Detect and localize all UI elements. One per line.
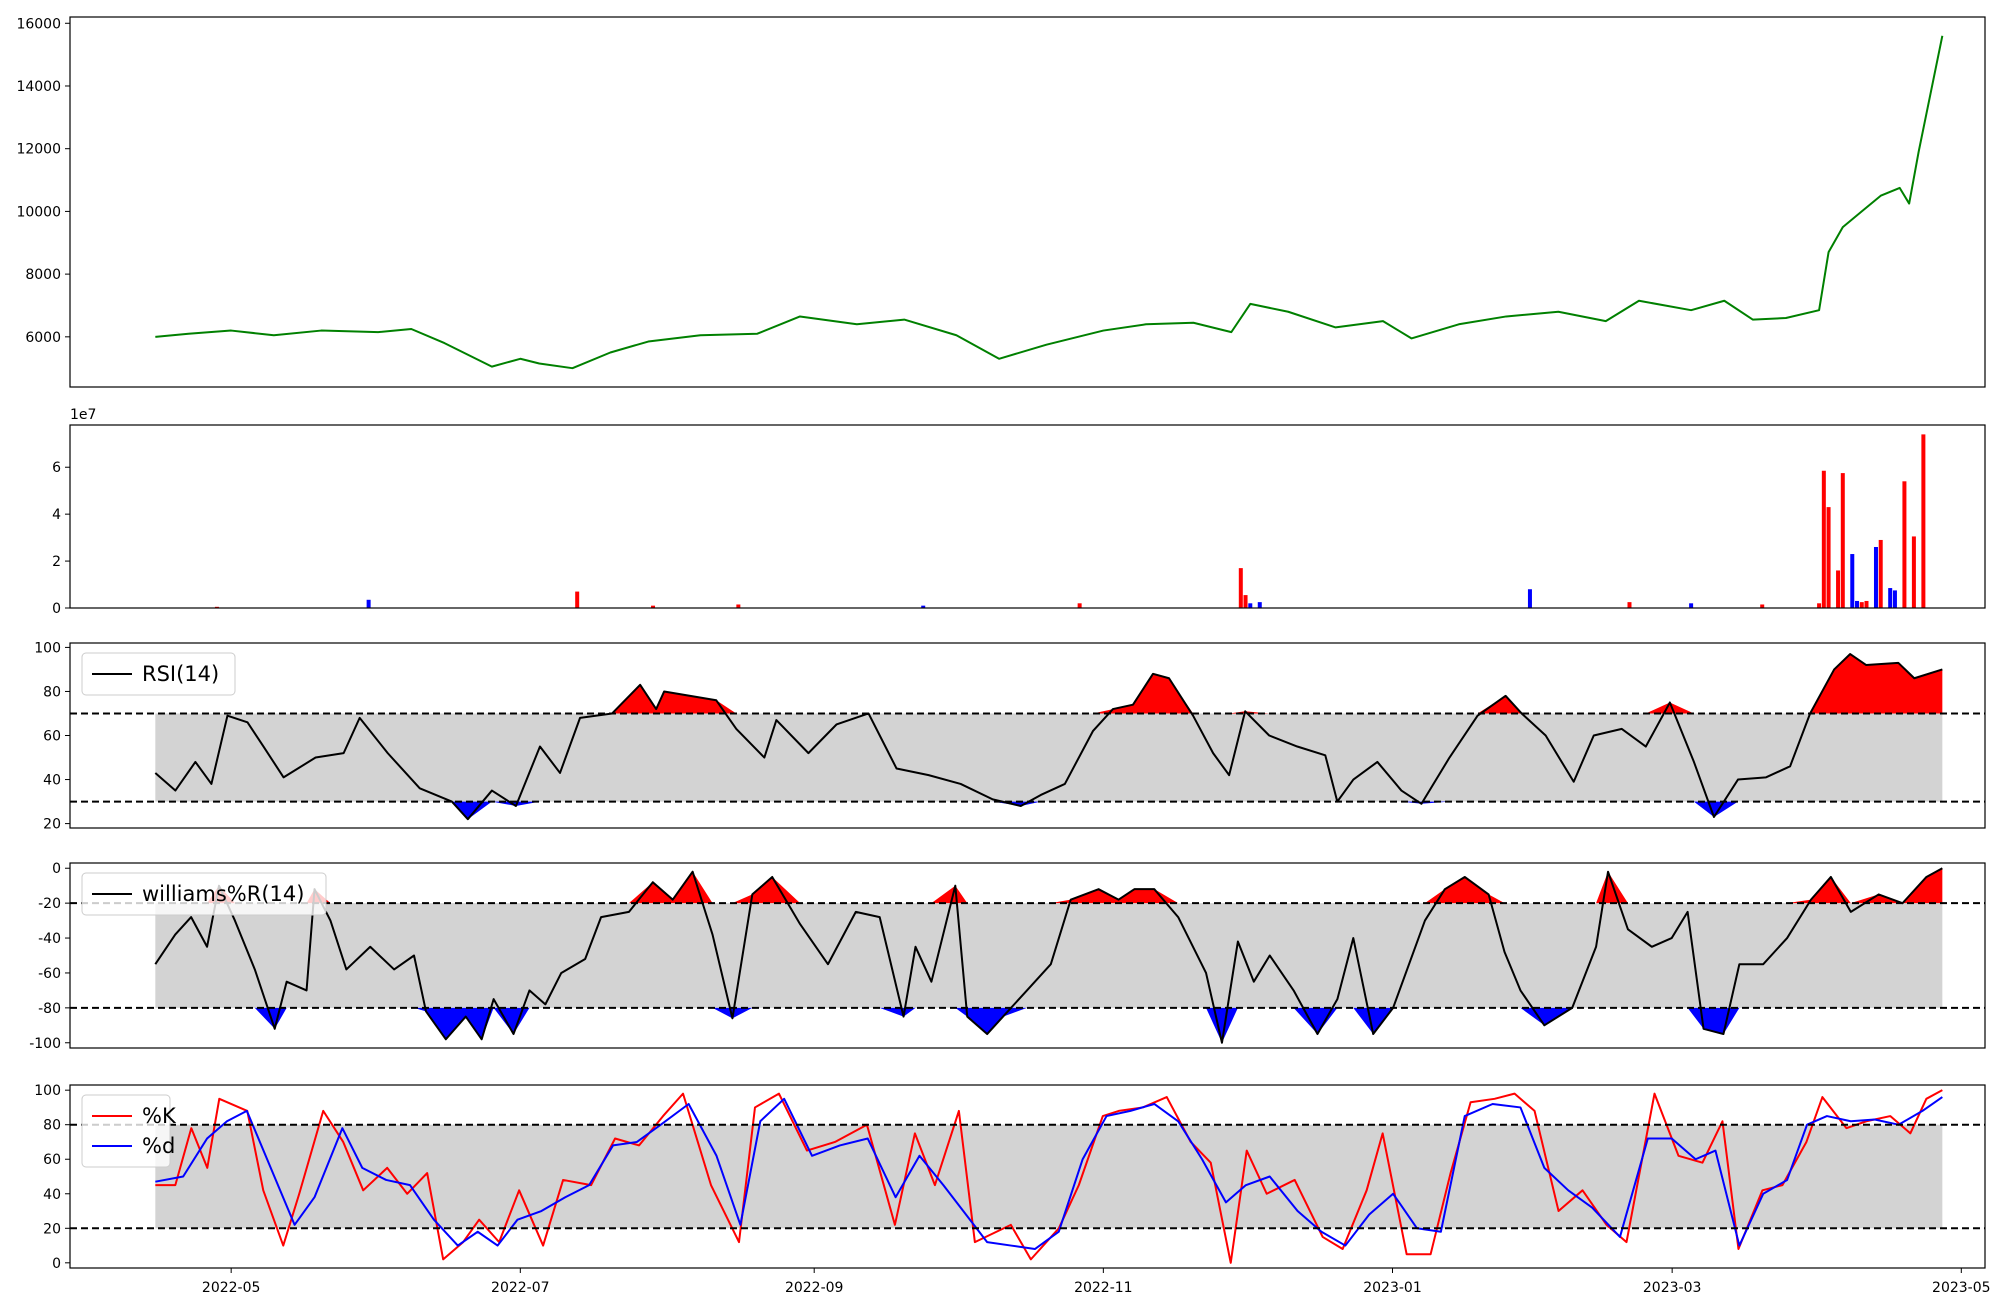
volume-bar [575, 591, 580, 608]
y-tick-label: 100 [34, 640, 61, 656]
series-line-williams-r-14- [154, 867, 1943, 1044]
threshold-band [155, 713, 1943, 802]
y-tick-label: -20 [38, 896, 61, 912]
x-tick-label: 2022-09 [785, 1280, 844, 1296]
legend-label: williams%R(14) [142, 882, 304, 906]
y-tick-label: 8000 [25, 267, 61, 283]
legend-box [81, 872, 327, 916]
legend-label: %K [142, 1104, 177, 1128]
y-tick-label: 40 [43, 1187, 61, 1203]
volume-bar [1859, 602, 1864, 608]
axes-frame [69, 424, 1986, 609]
y-tick-label: 6 [52, 460, 61, 476]
volume-bar [1627, 602, 1632, 608]
panel-rsi: 20 40 60 80 100 RSI(14) [34, 640, 1986, 833]
x-tick-label: 2022-05 [202, 1280, 261, 1296]
x-tick-label: 2022-11 [1074, 1280, 1133, 1296]
volume-bar [1248, 603, 1253, 608]
y-tick-label: 60 [43, 729, 61, 745]
oversold-fill [155, 1007, 1943, 1043]
panel-williams: 0 -20 -40 -60 -80 -100 williams%R(14) [29, 861, 1986, 1052]
series-line--d [155, 1096, 1943, 1251]
y-tick-label: 14000 [16, 79, 61, 95]
axes-frame [69, 862, 1986, 1049]
volume-bar [1817, 603, 1822, 608]
volume-bar [1878, 539, 1883, 608]
series-line-rsi-14- [154, 653, 1943, 821]
y-tick-label: 10000 [16, 204, 61, 220]
y-tick-label: 60 [43, 1152, 61, 1168]
volume-bar [1836, 570, 1841, 608]
axes-frame [69, 16, 1986, 388]
legend-box [81, 652, 236, 696]
y-tick-label: 80 [43, 684, 61, 700]
y-tick-label: 80 [43, 1118, 61, 1134]
volume-bar [1873, 547, 1878, 608]
y-tick-label: 0 [52, 1256, 61, 1272]
volume-bar [1826, 507, 1831, 608]
volume-bar [366, 599, 371, 608]
volume-bar [1850, 554, 1855, 608]
series-line-price [155, 35, 1944, 370]
y-tick-label: 6000 [25, 330, 61, 346]
volume-bar [1892, 590, 1897, 608]
threshold-band [155, 903, 1943, 1008]
y-tick-label: 100 [34, 1083, 61, 1099]
volume-bar [1243, 595, 1248, 608]
panel-volume: 0 2 4 6 1e7 [52, 407, 1986, 617]
y-multiplier-label: 1e7 [70, 407, 96, 423]
legend-box [81, 1094, 171, 1168]
axes-frame [69, 1084, 1986, 1269]
volume-bar [1527, 589, 1532, 608]
y-tick-label: 20 [43, 817, 61, 833]
oversold-fill [155, 801, 1943, 820]
panel-stochastic: 0 20 40 60 80 100 %K %d [34, 1083, 1986, 1272]
volume-bar [1840, 473, 1845, 608]
y-tick-label: -100 [29, 1036, 61, 1052]
legend: %K %d [81, 1094, 177, 1168]
legend: williams%R(14) [81, 872, 327, 916]
y-tick-label: 40 [43, 773, 61, 789]
volume-bar [1760, 604, 1765, 608]
y-tick-label: 2 [52, 554, 61, 570]
x-tick-label: 2023-01 [1363, 1280, 1422, 1296]
volume-bar [921, 605, 926, 608]
y-tick-label: 0 [52, 861, 61, 877]
legend-label: %d [142, 1134, 175, 1158]
legend: RSI(14) [81, 652, 236, 696]
x-tick-label: 2022-07 [491, 1280, 550, 1296]
volume-bar [1689, 603, 1694, 608]
volume-bar [1864, 600, 1869, 608]
overbought-fill [155, 868, 1943, 904]
y-tick-label: -80 [38, 1001, 61, 1017]
volume-bar [1921, 434, 1926, 608]
legend-label: RSI(14) [142, 662, 219, 686]
volume-bar [1855, 600, 1860, 608]
volume-bar [651, 605, 656, 608]
volume-bar [1902, 481, 1907, 608]
y-tick-label: 16000 [16, 16, 61, 32]
y-tick-label: -60 [38, 966, 61, 982]
volume-bar [1911, 536, 1916, 608]
y-tick-label: 12000 [16, 142, 61, 158]
y-tick-label: 0 [52, 601, 61, 617]
y-tick-label: 4 [52, 507, 61, 523]
volume-bar [1077, 603, 1082, 608]
volume-bar [1238, 568, 1243, 608]
axes-frame [69, 642, 1986, 829]
overbought-fill [155, 654, 1943, 714]
y-tick-label: -40 [38, 931, 61, 947]
y-tick-label: 20 [43, 1221, 61, 1237]
series-line--k [155, 1089, 1943, 1264]
volume-bar [1257, 602, 1262, 608]
x-tick-label: 2023-05 [1932, 1280, 1991, 1296]
x-tick-label: 2023-03 [1643, 1280, 1702, 1296]
volume-bar [736, 604, 741, 608]
volume-bar [1888, 588, 1893, 608]
panel-price: 6000 8000 10000 12000 14000 16000 [16, 16, 1986, 388]
volume-bar [1821, 470, 1826, 608]
